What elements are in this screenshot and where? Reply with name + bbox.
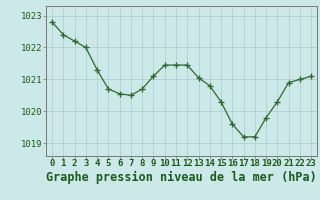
X-axis label: Graphe pression niveau de la mer (hPa): Graphe pression niveau de la mer (hPa) bbox=[46, 171, 317, 184]
